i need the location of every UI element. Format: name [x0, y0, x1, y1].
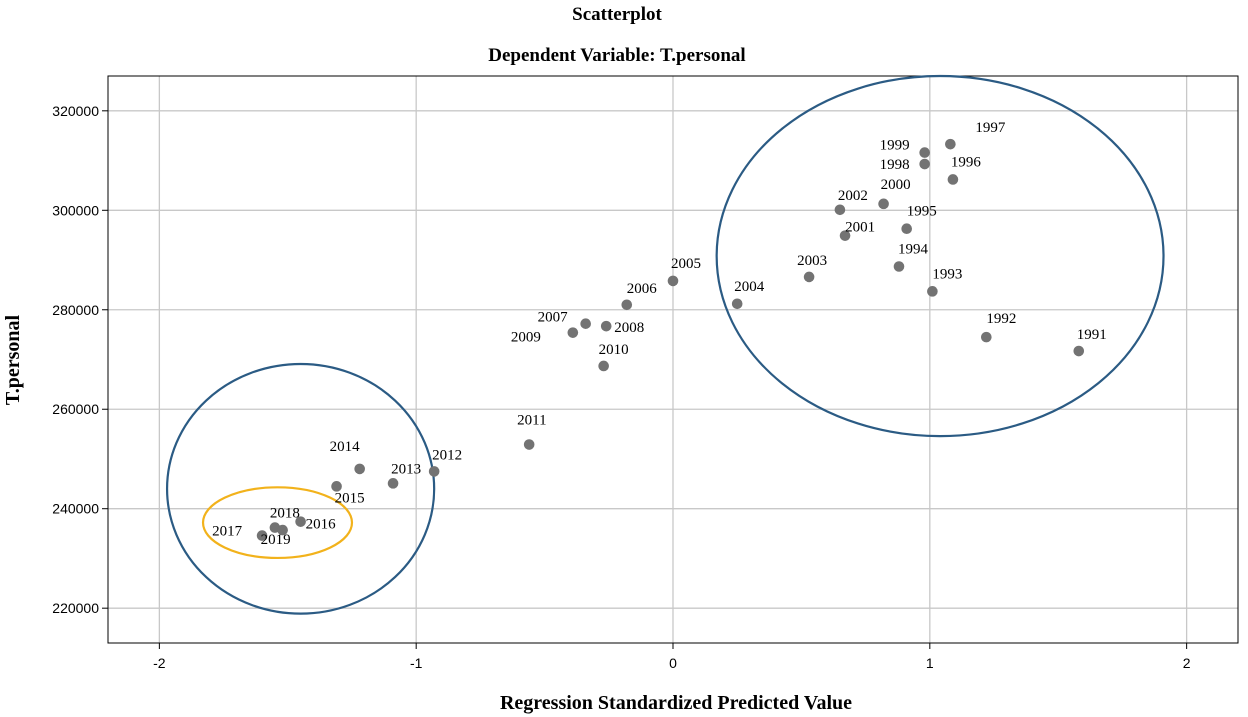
- data-point-2013: [387, 478, 399, 489]
- x-tick-label: 1: [926, 655, 934, 671]
- point-label-1991: 1991: [1077, 327, 1107, 343]
- data-point-2005: [667, 275, 679, 287]
- point-label-2011: 2011: [517, 413, 546, 429]
- data-point-2006: [621, 299, 633, 311]
- y-tick-label: 260000: [52, 401, 99, 417]
- point-label-2018: 2018: [270, 506, 300, 522]
- point-label-2001: 2001: [845, 220, 875, 236]
- chart-title: Scatterplot: [572, 4, 662, 25]
- point-label-2000: 2000: [881, 177, 911, 193]
- point-label-2003: 2003: [797, 253, 827, 269]
- data-point-1997: [945, 138, 956, 150]
- data-point-2007: [580, 318, 591, 329]
- data-point-1992: [981, 331, 992, 343]
- point-label-1995: 1995: [907, 204, 937, 220]
- point-label-2006: 2006: [627, 281, 658, 297]
- data-points: [256, 138, 1085, 541]
- point-label-1993: 1993: [932, 266, 962, 282]
- x-tick-label: 2: [1183, 655, 1191, 671]
- data-point-1995: [901, 223, 913, 234]
- data-point-2019: [277, 524, 288, 536]
- data-point-2017: [256, 530, 268, 541]
- point-label-2009: 2009: [511, 330, 541, 346]
- data-point-2012: [428, 466, 440, 477]
- grid-lines: [108, 76, 1238, 643]
- x-tick-label: -2: [153, 655, 166, 671]
- y-axis-label: T.personal: [2, 314, 24, 405]
- data-point-1999: [919, 147, 930, 158]
- data-point-1994: [893, 261, 905, 272]
- chart-subtitle: Dependent Variable: T.personal: [488, 45, 745, 66]
- point-label-2017: 2017: [212, 524, 243, 540]
- data-point-2011: [523, 439, 535, 450]
- annotation-ellipses: [165, 74, 1165, 615]
- data-point-2014: [354, 463, 365, 475]
- y-tick-label: 300000: [52, 202, 99, 218]
- x-tick-label: 0: [669, 655, 677, 671]
- data-point-2009: [567, 327, 579, 338]
- data-point-2008: [600, 320, 612, 332]
- data-point-2016: [295, 516, 306, 527]
- y-tick-label: 280000: [52, 302, 99, 318]
- point-label-1998: 1998: [880, 157, 910, 173]
- point-label-1994: 1994: [898, 241, 929, 257]
- point-label-2008: 2008: [614, 320, 644, 336]
- point-label-1999: 1999: [880, 138, 910, 154]
- point-label-2014: 2014: [330, 439, 361, 455]
- point-label-2012: 2012: [432, 447, 462, 463]
- point-label-2010: 2010: [599, 342, 629, 358]
- x-tick-label: -1: [410, 655, 423, 671]
- data-point-2015: [331, 481, 342, 492]
- x-axis-label: Regression Standardized Predicted Value: [500, 692, 852, 714]
- data-point-2001: [839, 230, 851, 241]
- point-label-2016: 2016: [306, 517, 337, 533]
- data-point-2000: [878, 198, 889, 210]
- y-tick-label: 240000: [52, 501, 99, 517]
- annotation-ellipse: [201, 486, 354, 560]
- data-point-1998: [919, 158, 930, 170]
- point-label-2013: 2013: [391, 461, 421, 477]
- annotation-ellipse: [165, 362, 436, 615]
- point-label-2002: 2002: [838, 188, 868, 204]
- data-point-2003: [803, 271, 815, 283]
- data-point-2010: [598, 360, 609, 372]
- point-label-2007: 2007: [538, 310, 569, 326]
- point-label-1997: 1997: [975, 120, 1006, 136]
- point-label-2005: 2005: [671, 256, 701, 272]
- data-point-1996: [947, 174, 959, 185]
- annotation-ellipse: [715, 74, 1165, 438]
- point-label-2015: 2015: [335, 490, 365, 506]
- y-tick-label: 320000: [52, 103, 99, 119]
- data-point-1991: [1073, 345, 1085, 357]
- data-point-1993: [927, 286, 938, 297]
- point-label-1992: 1992: [986, 311, 1016, 327]
- point-label-1996: 1996: [951, 154, 982, 170]
- point-label-2004: 2004: [734, 279, 765, 295]
- point-label-2019: 2019: [261, 532, 291, 548]
- y-tick-label: 220000: [52, 600, 99, 616]
- axis-ticks: -2 -1 0 1 2 220000 240000 260000 280000 300000 320…: [52, 103, 1190, 671]
- data-point-2004: [731, 298, 743, 310]
- data-point-2002: [834, 204, 846, 216]
